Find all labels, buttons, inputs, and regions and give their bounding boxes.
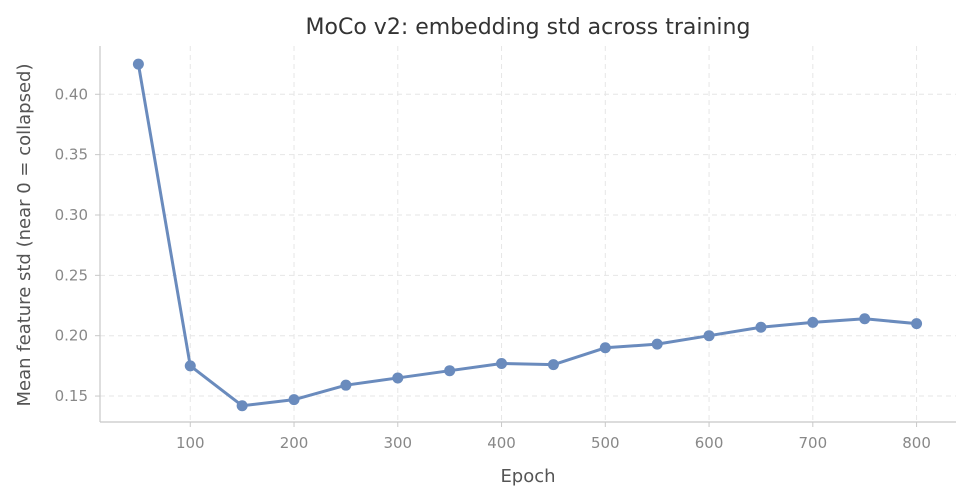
- series-line: [136, 63, 917, 408]
- data-point: [547, 359, 559, 371]
- x-tick-label: 100: [176, 434, 205, 452]
- x-tick-label: 800: [902, 434, 931, 452]
- data-point: [496, 357, 508, 369]
- data-point: [703, 330, 715, 342]
- data-point: [236, 400, 248, 412]
- data-point: [911, 318, 923, 330]
- x-tick-label: 500: [591, 434, 620, 452]
- data-point: [859, 313, 871, 325]
- y-tick-label: 0.30: [55, 206, 88, 224]
- x-axis-label: Epoch: [500, 466, 555, 487]
- data-point: [755, 321, 767, 333]
- grid: [100, 46, 956, 422]
- y-axis-label: Mean feature std (near 0 = collapsed): [14, 64, 35, 407]
- y-tick-label: 0.20: [55, 327, 88, 345]
- data-point: [444, 365, 456, 377]
- x-tick-label: 400: [487, 434, 516, 452]
- chart-title: MoCo v2: embedding std across training: [306, 15, 751, 40]
- y-tick-label: 0.25: [55, 266, 88, 284]
- data-point: [340, 379, 352, 391]
- x-tick-label: 600: [695, 434, 724, 452]
- data-point: [132, 58, 144, 70]
- data-point: [288, 394, 300, 406]
- data-point: [807, 316, 819, 328]
- x-tick-label: 300: [383, 434, 412, 452]
- x-tick-label: 700: [798, 434, 827, 452]
- y-tick-label: 0.35: [55, 146, 88, 164]
- x-tick-label: 200: [280, 434, 309, 452]
- data-point: [392, 372, 404, 384]
- data-point: [184, 360, 196, 372]
- y-tick-label: 0.40: [55, 85, 88, 103]
- data-point: [599, 342, 611, 354]
- data-point: [651, 338, 663, 350]
- y-tick-label: 0.15: [55, 387, 88, 405]
